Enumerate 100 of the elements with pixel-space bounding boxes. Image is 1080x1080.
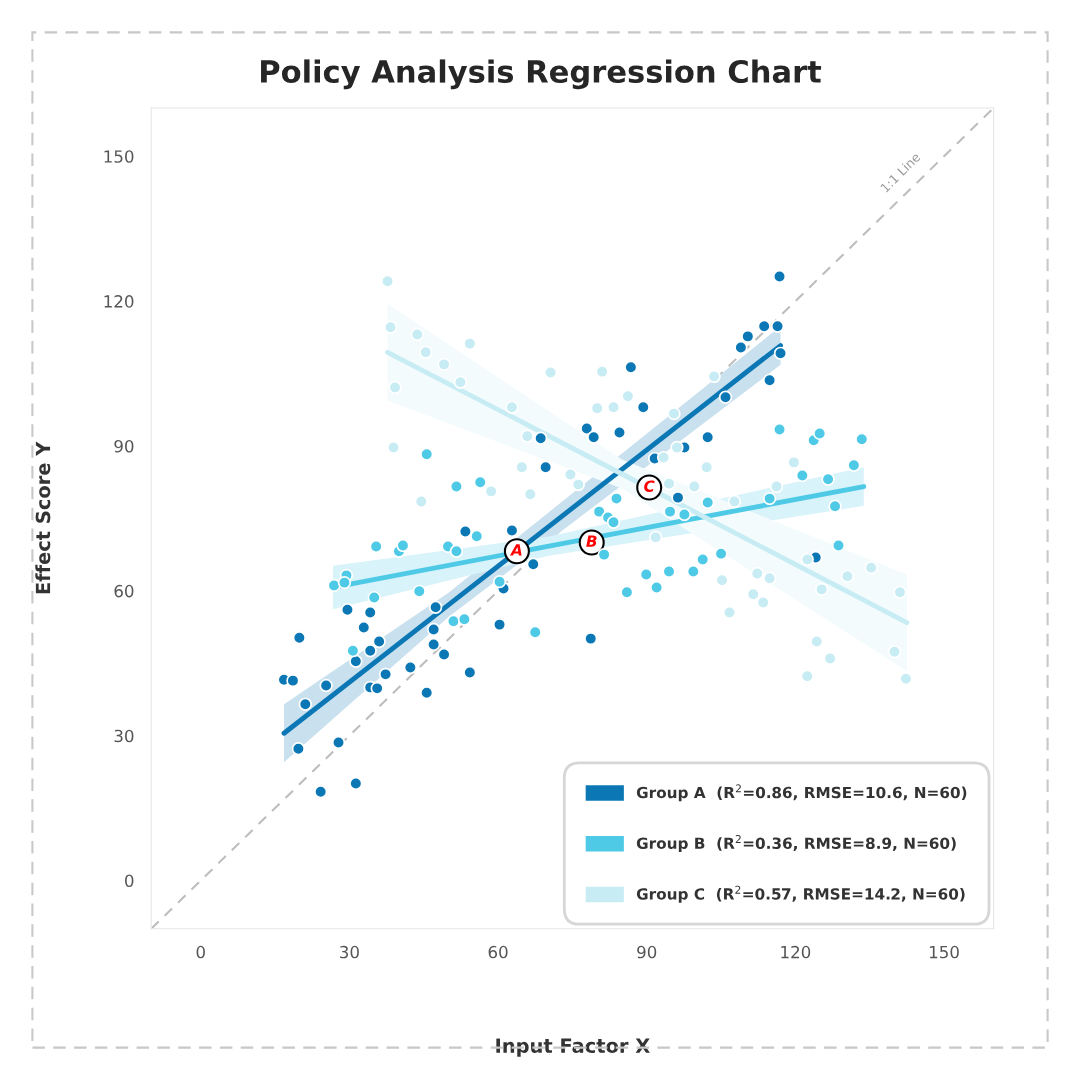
point [492,617,507,632]
point [662,476,676,491]
annotation: B [586,535,597,547]
point [458,524,473,539]
point [349,654,363,668]
point [714,547,728,561]
point [667,406,681,421]
x-tick-label: 90 [637,945,657,959]
point [463,336,477,351]
point [526,557,540,571]
point [369,539,383,554]
point [543,365,558,380]
point [528,625,542,639]
point [590,401,604,415]
point [453,375,468,389]
point [855,432,869,446]
point [571,477,585,492]
point [663,504,677,519]
point [357,620,371,635]
point [687,479,701,494]
point [609,491,624,506]
point [505,400,519,414]
point [899,672,913,686]
point [292,631,307,645]
point [770,319,785,333]
point [449,479,464,494]
point [636,400,650,414]
point [686,564,700,579]
point [612,425,627,440]
point [821,472,835,486]
legend-label: Group C (R$^{2}$=0.57, RMSE=14.2, N=60) [636,885,965,903]
point [410,327,424,342]
point [795,468,809,483]
point [762,373,777,387]
point [370,681,384,695]
point [649,580,664,595]
point [887,645,902,659]
point [484,484,498,499]
point [538,460,553,474]
point [420,686,434,700]
point [649,530,663,544]
legend-label: Group B (R$^{2}$=0.36, RMSE=8.9, N=60) [636,834,956,852]
y-tick-label: 60 [114,584,134,598]
point [893,585,907,599]
point [722,605,737,620]
x-tick-label: 0 [196,945,205,959]
point [815,582,829,597]
point [396,538,410,553]
point [428,600,443,614]
point [762,491,777,506]
point [331,735,346,750]
point [840,569,855,583]
point [388,380,402,395]
point [363,644,377,658]
x-tick-label: 150 [929,945,959,959]
point [340,603,355,617]
point [383,320,398,334]
point [427,622,441,637]
y-tick-label: 120 [104,295,134,308]
point [621,389,635,403]
point [534,431,548,445]
y-axis-title: Effect Score Y [35,441,51,594]
point [505,523,519,538]
point [606,400,621,414]
point [470,529,484,543]
y-tick-label: 30 [114,729,134,743]
legend-label: Group A (R$^{2}$=0.86, RMSE=10.6, N=60) [636,784,967,802]
point [437,357,451,372]
point [420,447,434,461]
point [380,274,395,288]
point [701,430,715,444]
point [515,460,529,474]
point [584,631,598,646]
point [587,430,601,444]
point [624,360,638,374]
point [319,678,333,693]
point [700,460,714,474]
point [595,364,609,379]
point [847,458,861,472]
point [734,340,748,355]
point [337,575,352,590]
point [372,634,386,649]
point [463,665,477,680]
point [592,504,606,519]
point [346,644,360,658]
point [449,544,464,558]
point [746,587,760,601]
point [810,634,824,649]
point [298,697,312,711]
point [670,440,684,455]
point [639,567,653,582]
point [580,421,594,436]
point [606,515,621,529]
point [707,369,721,384]
point [314,785,328,799]
x-tick-label: 120 [781,945,811,959]
point [773,346,788,360]
y-tick-label: 90 [114,439,134,453]
point [831,538,846,553]
point [662,564,676,579]
